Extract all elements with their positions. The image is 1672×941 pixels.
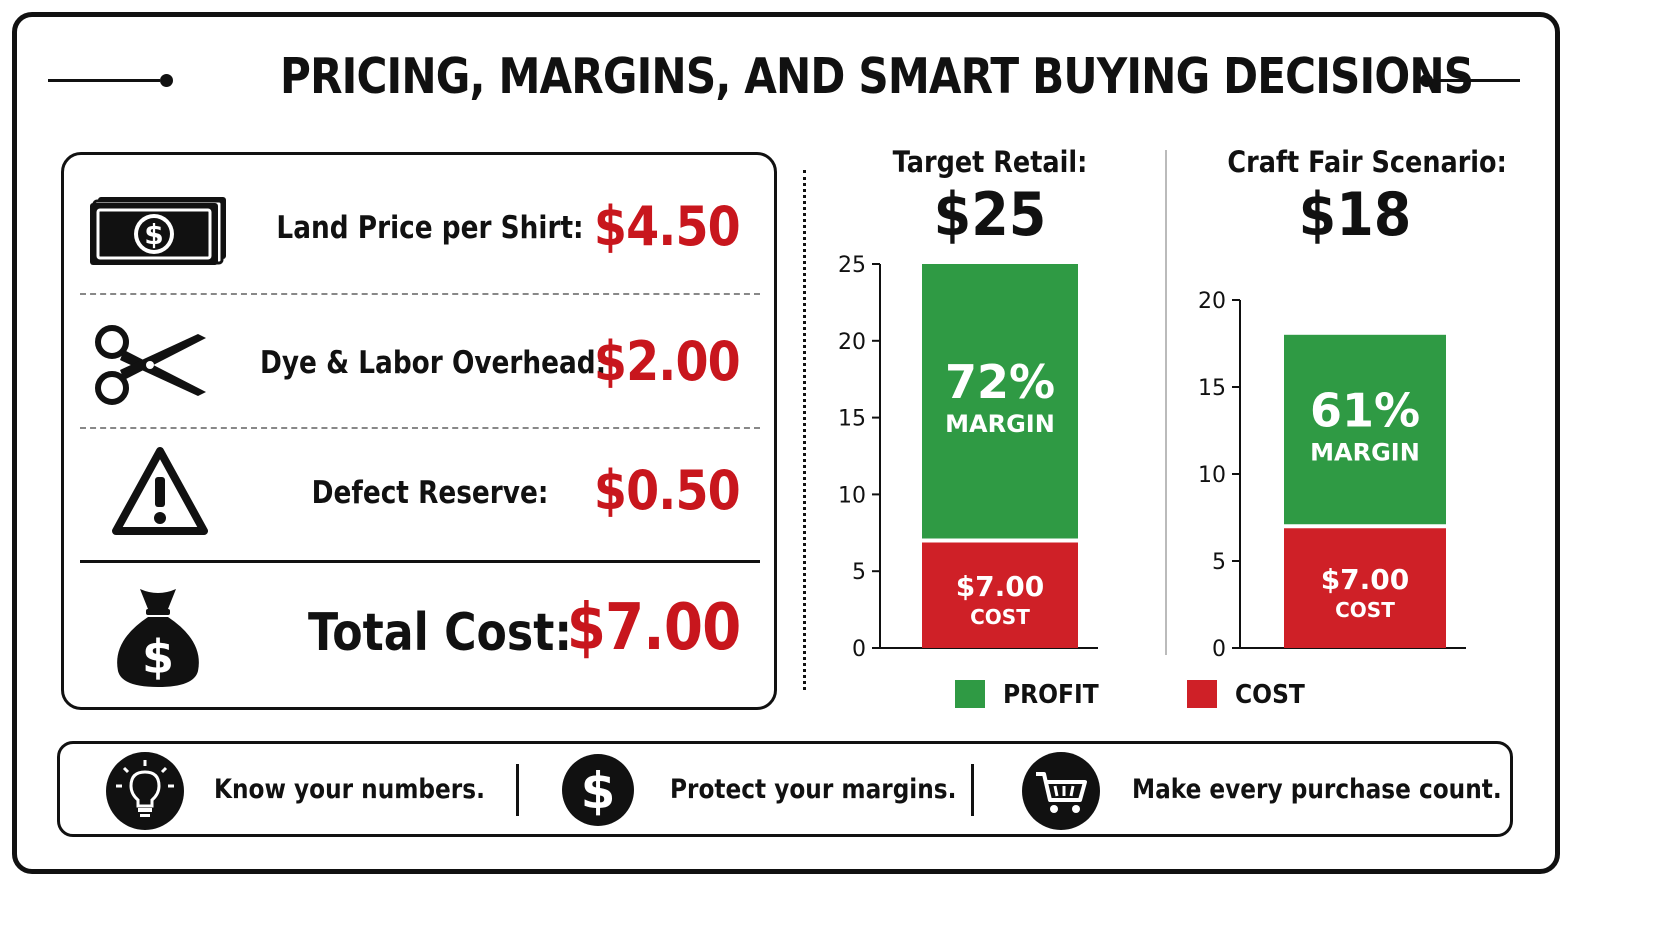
title-row: PRICING, MARGINS, AND SMART BUYING DECIS… — [48, 40, 1520, 120]
total-cost-row: $ Total Cost: $7.00 — [80, 575, 760, 695]
cost-value: $2.00 — [594, 330, 741, 393]
tip-text: Protect your margins. — [670, 774, 957, 805]
title-right-dot — [1420, 74, 1433, 87]
total-cost-value: $7.00 — [566, 591, 741, 665]
cost-row-defect-reserve: Defect Reserve: $0.50 — [80, 445, 760, 545]
cost-label: Defect Reserve: — [311, 475, 549, 511]
lightbulb-icon — [106, 752, 184, 830]
tip-text: Know your numbers. — [214, 774, 485, 805]
page-title: PRICING, MARGINS, AND SMART BUYING DECIS… — [280, 48, 1474, 105]
svg-text:$: $ — [144, 218, 163, 251]
cost-row-dye-labor: Dye & Labor Overhead: $2.00 — [80, 315, 760, 415]
warning-icon — [110, 445, 210, 544]
chart-price: $25 — [933, 180, 1047, 250]
section-divider — [803, 170, 806, 690]
total-cost-label: Total Cost: — [307, 603, 573, 663]
money-bag-icon: $ — [108, 581, 208, 696]
dollar-coin-icon: $ — [562, 754, 634, 826]
total-divider — [80, 560, 760, 563]
svg-text:$: $ — [142, 630, 174, 684]
tip-separator — [516, 764, 519, 816]
tip-separator — [971, 764, 974, 816]
svg-text:$: $ — [581, 762, 616, 820]
cost-breakdown-panel: $ Land Price per Shirt: $4.50 Dye & Labo… — [61, 152, 777, 710]
title-left-line — [48, 79, 160, 82]
chart-price: $18 — [1298, 180, 1412, 250]
title-left-dot — [160, 74, 173, 87]
shopping-cart-icon — [1022, 752, 1100, 830]
legend-swatch-profit — [955, 680, 985, 708]
legend-swatch-cost — [1187, 680, 1217, 708]
scissors-icon — [90, 320, 210, 415]
chart-separator — [1165, 150, 1167, 655]
row-divider — [80, 293, 760, 295]
chart-title: Craft Fair Scenario: — [1227, 145, 1507, 179]
cost-row-land-price: $ Land Price per Shirt: $4.50 — [80, 185, 760, 275]
tips-bar: Know your numbers. $ Protect your margin… — [57, 741, 1513, 837]
cost-value: $4.50 — [594, 195, 741, 258]
legend-label: PROFIT — [1003, 680, 1099, 710]
title-right-line — [1432, 79, 1520, 82]
row-divider — [80, 427, 760, 429]
cost-label: Land Price per Shirt: — [276, 210, 584, 246]
chart-title: Target Retail: — [892, 145, 1088, 179]
cost-label: Dye & Labor Overhead: — [260, 345, 607, 381]
legend-label: COST — [1235, 680, 1305, 710]
tip-text: Make every purchase count. — [1132, 774, 1502, 805]
cash-icon: $ — [90, 195, 230, 272]
cost-value: $0.50 — [594, 459, 741, 522]
